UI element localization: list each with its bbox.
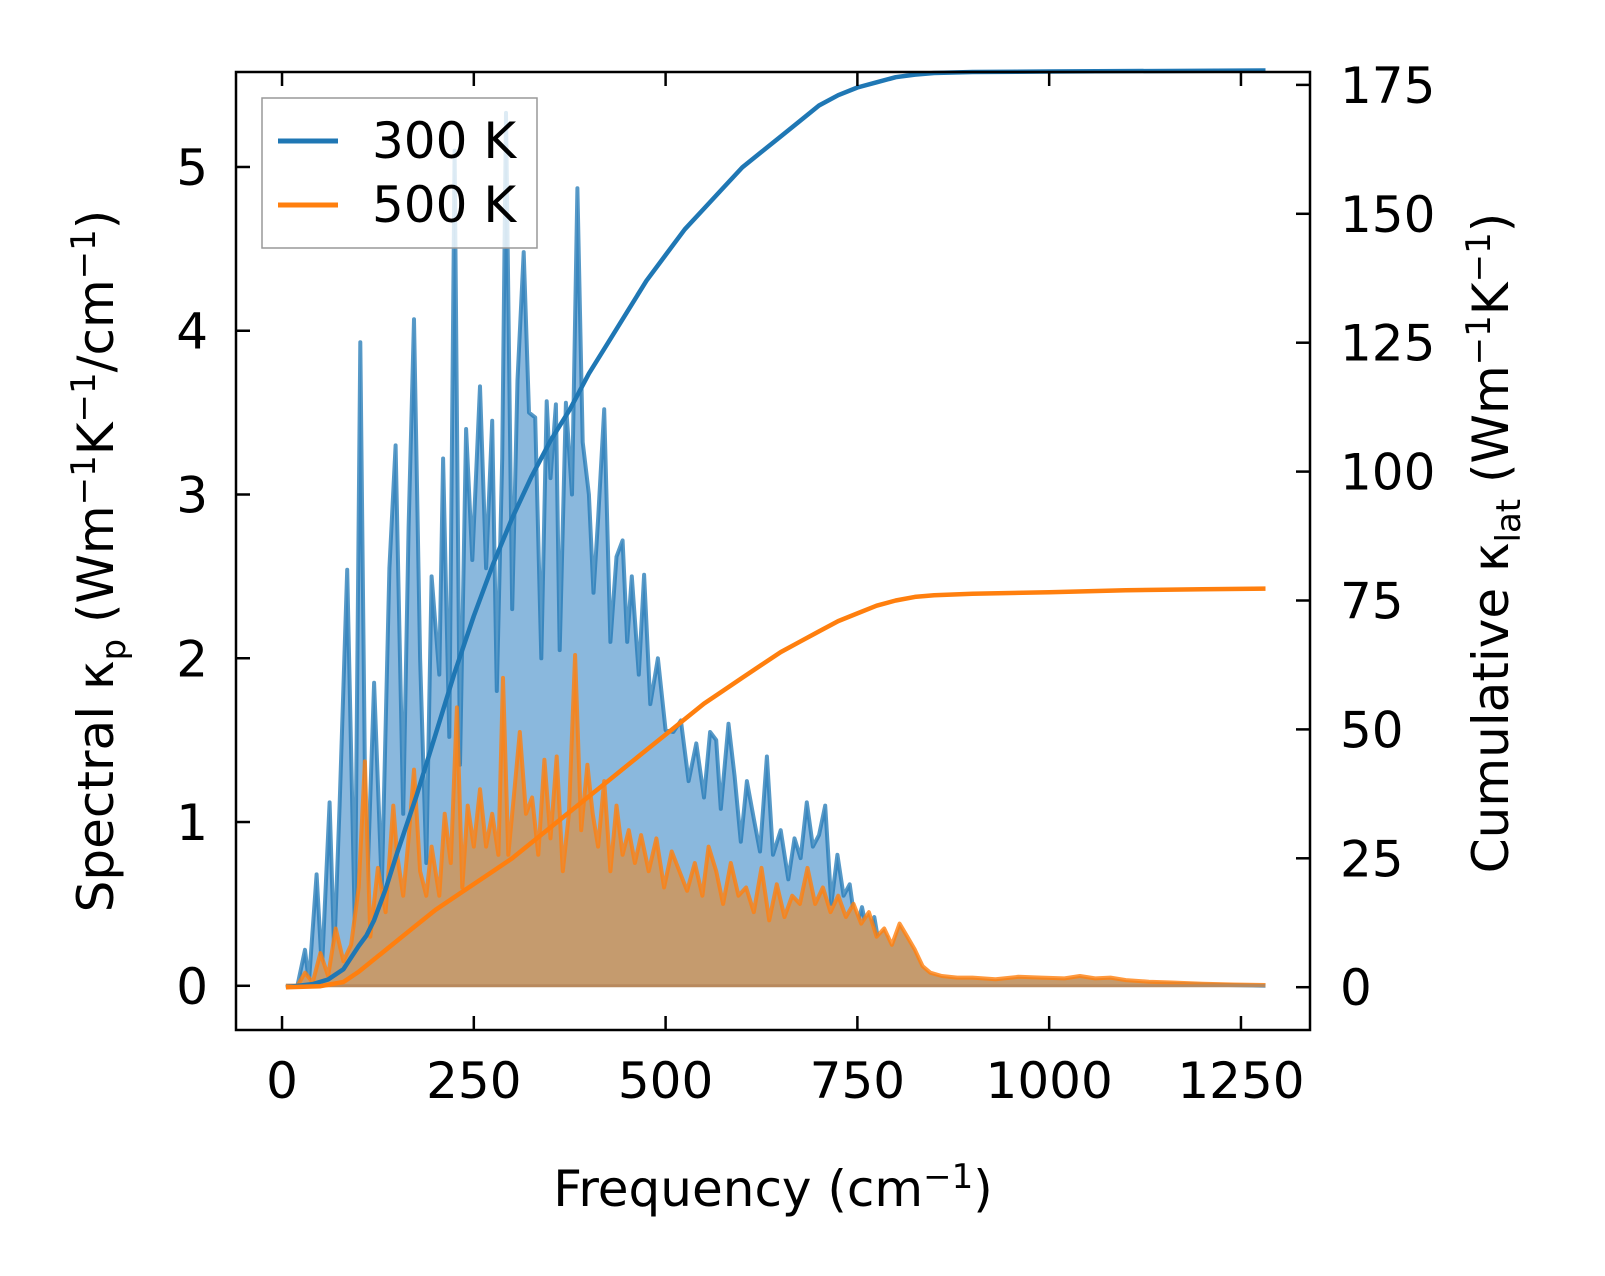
y-right-tick-label-0: 0 (1340, 959, 1372, 1017)
cumulative-line-500k (285, 586, 1266, 990)
legend: 300 K 500 K (261, 97, 538, 249)
y-right-tick-label-25: 25 (1340, 830, 1404, 888)
y-left-tick-label-1: 1 (176, 794, 208, 852)
cumulative-layer (285, 68, 1266, 990)
y-right-tick-label-50: 50 (1340, 701, 1404, 759)
x-tick-label-250: 250 (426, 1052, 521, 1110)
x-axis-label: Frequency (cm−1) (553, 1157, 993, 1218)
y-left-tick-label-0: 0 (176, 958, 208, 1016)
y-left-axis-label: Spectral κp (Wm−1K−1/cm−1) (64, 210, 134, 913)
x-tick-label-1250: 1250 (1177, 1052, 1304, 1110)
plot-frame (234, 70, 1312, 1032)
y-right-tick-label-175: 175 (1340, 57, 1435, 115)
y-right-axis-label: Cumulative κlat (Wm−1K−1) (1459, 213, 1529, 873)
y-left-tick-label-4: 4 (176, 303, 208, 361)
axes-layer: 0 250 500 750 1000 12500123450255075100125150… (64, 57, 1529, 1218)
x-tick-label-500: 500 (618, 1052, 713, 1110)
legend-label-0: 300 K (372, 112, 517, 170)
y-left-tick-label-5: 5 (176, 139, 208, 197)
x-tick-label-1000: 1000 (986, 1052, 1113, 1110)
y-right-tick-label-125: 125 (1340, 315, 1435, 373)
y-left-tick-label-3: 3 (176, 467, 208, 525)
spectral-fill-500k (285, 655, 1266, 986)
x-tick-label-0: 0 (266, 1052, 298, 1110)
legend-label-1: 500 K (372, 176, 517, 234)
spectral-fill-300k (285, 112, 1266, 986)
y-right-tick-label-100: 100 (1340, 444, 1435, 502)
y-right-tick-label-75: 75 (1340, 572, 1404, 630)
y-left-tick-label-2: 2 (176, 630, 208, 688)
legend-box (261, 97, 538, 249)
cumulative-line-300k (285, 68, 1266, 990)
x-tick-label-750: 750 (810, 1052, 905, 1110)
y-right-tick-label-150: 150 (1340, 186, 1435, 244)
